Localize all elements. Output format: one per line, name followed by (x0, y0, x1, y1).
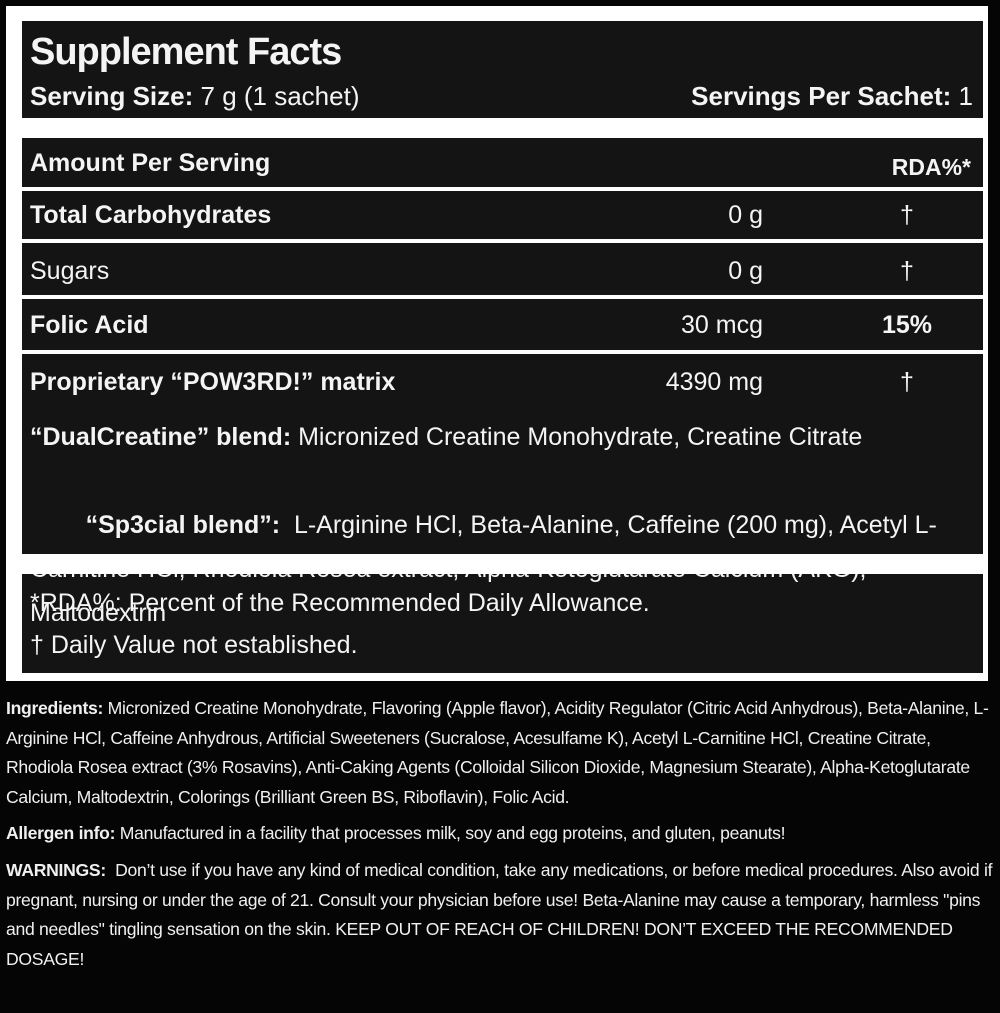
serving-size-value: 7 g (1 sachet) (200, 81, 360, 111)
nutrient-amount: 30 mcg (681, 311, 763, 339)
blend-ingredients: Micronized Creatine Monohydrate, Creatin… (291, 423, 863, 451)
divider (22, 239, 983, 243)
divider (22, 295, 983, 299)
divider-thick (22, 554, 983, 574)
blend-label: “DualCreatine” blend: (30, 423, 292, 451)
supplement-facts-panel: Supplement Facts Serving Size: 7 g (1 sa… (6, 6, 988, 681)
nutrient-rda: † (900, 368, 914, 396)
servings-per-container: Servings Per Sachet: 1 (691, 79, 973, 113)
servings-per-value: 1 (958, 81, 973, 111)
servings-per-label: Servings Per Sachet: (691, 81, 952, 111)
nutrient-row: Sugars 0 g † (30, 251, 983, 291)
allergen-label: Allergen info: (6, 823, 116, 844)
warnings-text: Don’t use if you have any kind of medica… (6, 859, 997, 969)
nutrient-name: Sugars (30, 257, 110, 285)
nutrient-row: Total Carbohydrates 0 g † (30, 195, 983, 235)
serving-size: Serving Size: 7 g (1 sachet) (30, 79, 360, 113)
nutrient-rda: † (900, 201, 914, 229)
nutrient-amount: 0 g (728, 201, 763, 229)
ingredients-text: Micronized Creatine Monohydrate, Flavori… (6, 698, 989, 807)
divider-thick (22, 118, 983, 138)
nutrient-amount: 4390 mg (665, 368, 763, 396)
footnote-rda: *RDA%: Percent of the Recommended Daily … (30, 589, 650, 617)
serving-info: Serving Size: 7 g (1 sachet) Servings Pe… (30, 79, 973, 113)
nutrient-row: Folic Acid 30 mcg 15% (30, 305, 983, 345)
nutrient-rda: † (900, 257, 914, 285)
rda-header: RDA%* (891, 154, 971, 180)
nutrient-name: Proprietary “POW3RD!” matrix (30, 368, 396, 396)
nutrient-name: Folic Acid (30, 311, 149, 339)
nutrient-rda: 15% (881, 311, 933, 339)
allergen-text: Manufactured in a facility that processe… (115, 823, 786, 844)
nutrient-amount: 0 g (728, 257, 763, 285)
nutrient-name: Total Carbohydrates (30, 201, 272, 229)
serving-size-label: Serving Size: (30, 81, 194, 111)
allergen-paragraph: Allergen info: Manufactured in a facilit… (6, 819, 996, 849)
ingredients-paragraph: Ingredients: Micronized Creatine Monohyd… (6, 694, 996, 812)
nutrient-row: Proprietary “POW3RD!” matrix 4390 mg † (30, 362, 983, 402)
amount-per-serving-label: Amount Per Serving (30, 149, 271, 177)
panel-title: Supplement Facts (30, 31, 342, 73)
blend-label: “Sp3cial blend”: (85, 511, 281, 539)
supplement-facts-body: Supplement Facts Serving Size: 7 g (1 sa… (22, 21, 983, 673)
footnote-dagger: † Daily Value not established. (30, 631, 358, 659)
blend-dualcreatine: “DualCreatine” blend: Micronized Creatin… (30, 415, 973, 459)
divider (22, 187, 983, 191)
amount-header-row: Amount Per Serving RDA%* (30, 143, 983, 183)
label-info-text: Ingredients: Micronized Creatine Monohyd… (6, 694, 996, 981)
divider (22, 350, 983, 354)
ingredients-label: Ingredients: (6, 698, 104, 718)
warnings-paragraph: WARNINGS: Don’t use if you have any kind… (6, 856, 996, 974)
warnings-label: WARNINGS: (6, 859, 106, 880)
